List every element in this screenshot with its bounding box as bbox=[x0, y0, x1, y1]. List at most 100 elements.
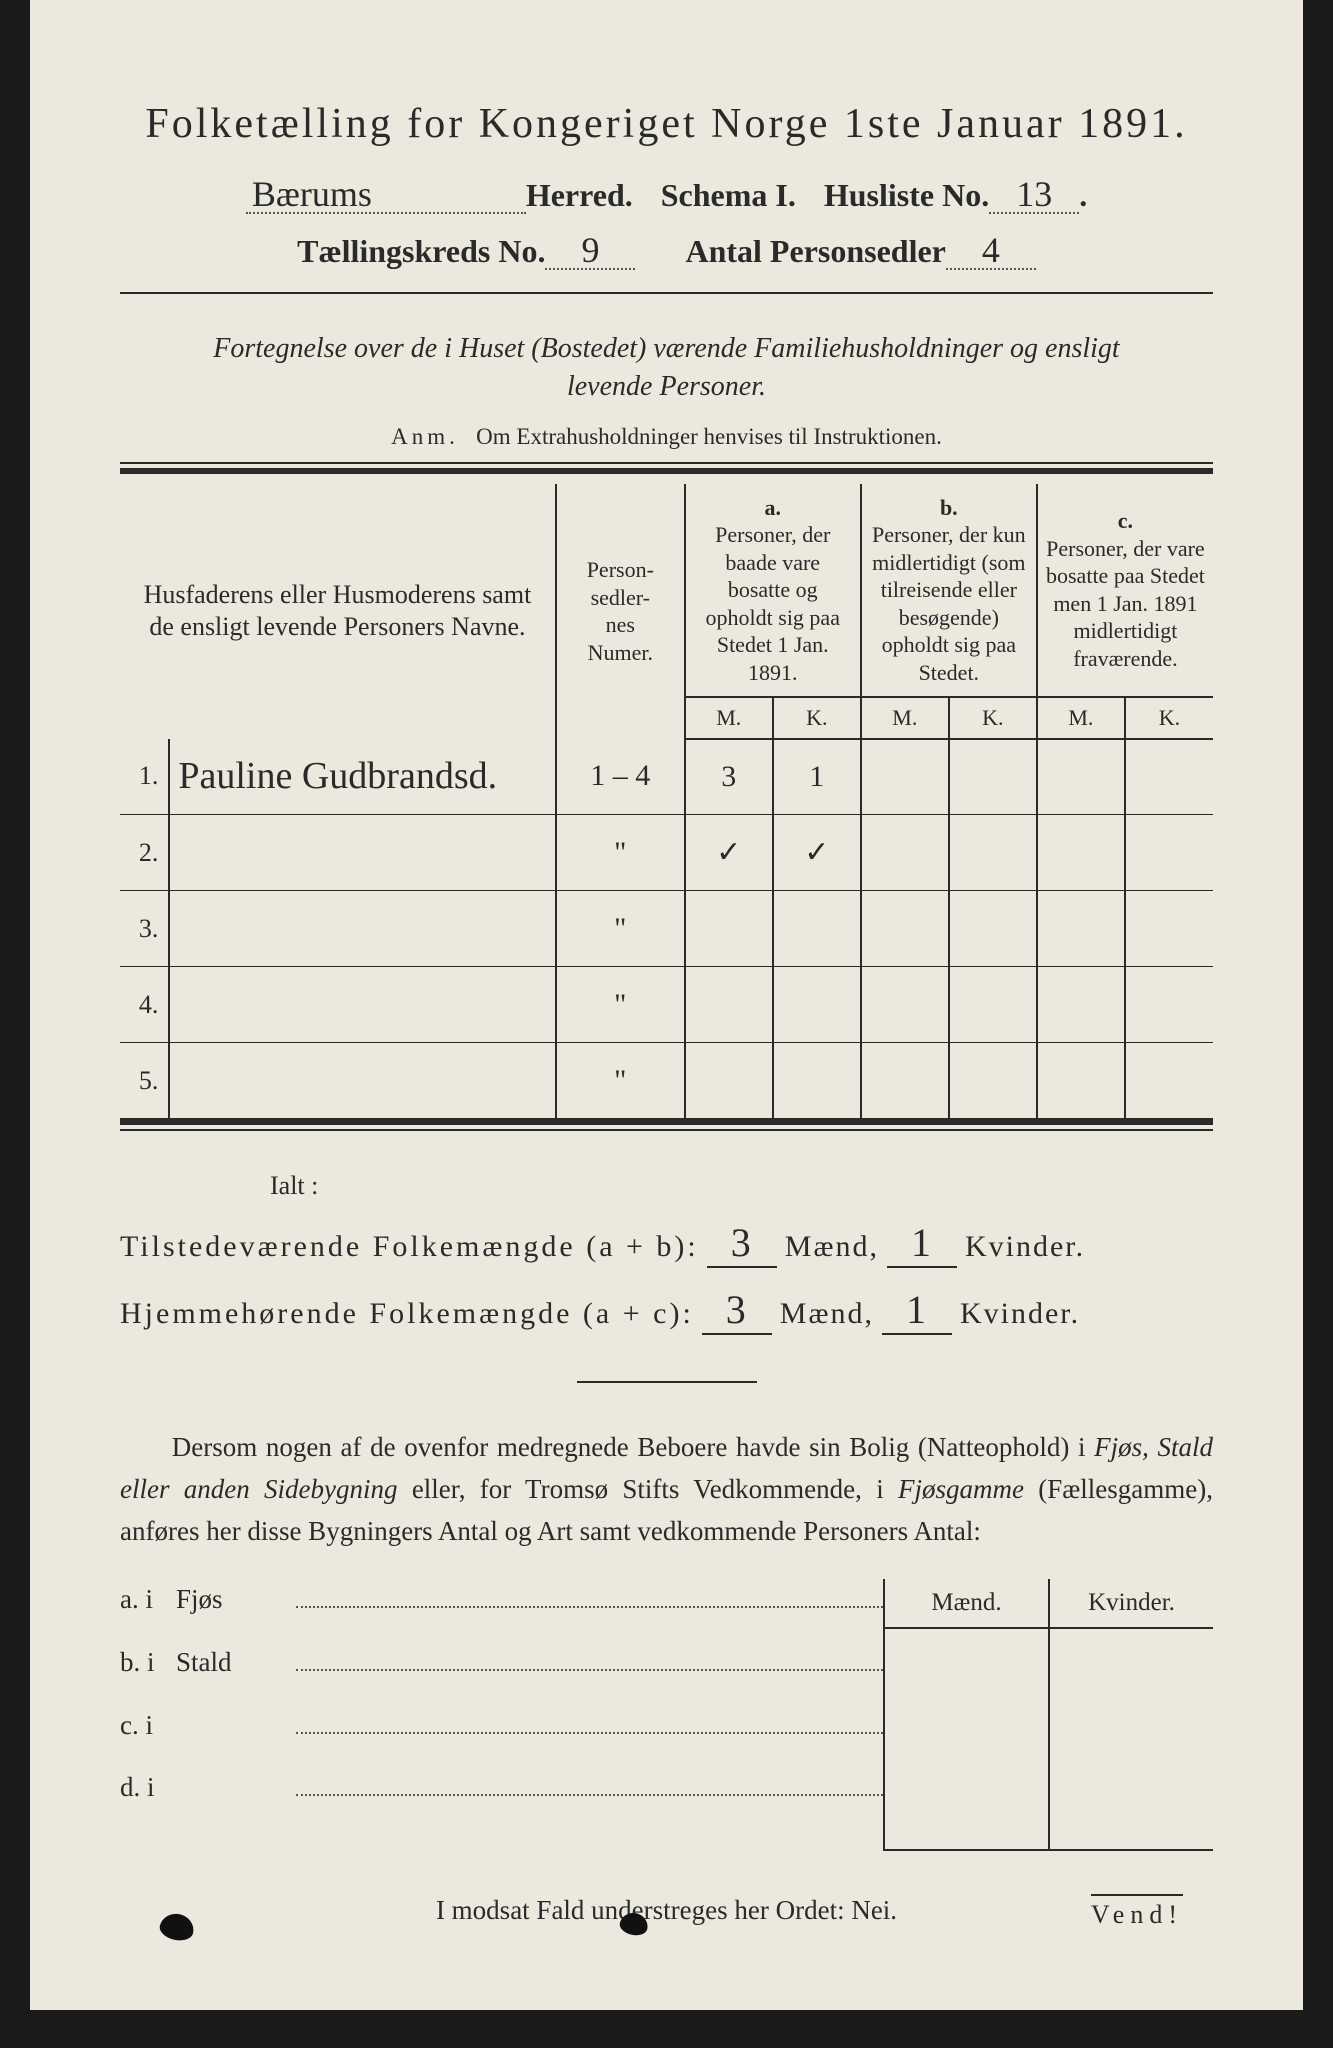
footer-text: I modsat Fald understreges her Ordet: Ne… bbox=[120, 1895, 1213, 1926]
row-b-k bbox=[949, 1043, 1037, 1119]
husliste-label: Husliste No. bbox=[824, 177, 989, 214]
dotted-fill bbox=[296, 1767, 883, 1797]
row-b-m bbox=[861, 1043, 949, 1119]
row-name bbox=[169, 815, 556, 891]
sum-resident: Hjemmehørende Folkemængde (a + c): 3 Mæn… bbox=[120, 1286, 1213, 1335]
building-paragraph: Dersom nogen af de ovenfor medregnede Be… bbox=[120, 1427, 1213, 1553]
col-b-k: K. bbox=[949, 697, 1037, 739]
header-row-3: Tællingskreds No. 9 Antal Personsedler 4 bbox=[120, 232, 1213, 270]
row-a-m: ✓ bbox=[685, 815, 773, 891]
side-header-men: Mænd. bbox=[885, 1579, 1050, 1627]
herred-label: Herred. bbox=[526, 177, 633, 214]
side-col-men bbox=[885, 1629, 1050, 1849]
side-row-key: b. i bbox=[120, 1647, 176, 1678]
row-b-k bbox=[949, 739, 1037, 815]
row-a-m: 3 bbox=[685, 739, 773, 815]
side-header-women: Kvinder. bbox=[1050, 1579, 1213, 1627]
row-b-k bbox=[949, 967, 1037, 1043]
schema-label: Schema I. bbox=[661, 177, 796, 214]
row-c-k bbox=[1125, 891, 1213, 967]
row-b-k bbox=[949, 891, 1037, 967]
col-b-m: M. bbox=[861, 697, 949, 739]
row-b-m bbox=[861, 815, 949, 891]
row-numer: " bbox=[556, 891, 685, 967]
side-row-key: d. i bbox=[120, 1772, 176, 1803]
row-a-k bbox=[773, 891, 861, 967]
table-row: 4. " bbox=[120, 967, 1213, 1043]
mk-box: Mænd. Kvinder. bbox=[883, 1579, 1213, 1851]
row-c-k bbox=[1125, 967, 1213, 1043]
row-number: 2. bbox=[120, 815, 169, 891]
table-row: 5. " bbox=[120, 1043, 1213, 1119]
row-c-k bbox=[1125, 739, 1213, 815]
intro-text: Fortegnelse over de i Huset (Bostedet) v… bbox=[120, 330, 1213, 406]
row-number: 5. bbox=[120, 1043, 169, 1119]
kreds-value: 9 bbox=[545, 232, 635, 270]
antal-label: Antal Personsedler bbox=[685, 233, 945, 270]
col-b-header: b. Personer, der kun midlertidigt (som t… bbox=[861, 484, 1037, 698]
row-numer: 1 – 4 bbox=[556, 739, 685, 815]
row-name bbox=[169, 967, 556, 1043]
row-a-m bbox=[685, 967, 773, 1043]
row-number: 4. bbox=[120, 967, 169, 1043]
census-form-page: Folketælling for Kongeriget Norge 1ste J… bbox=[30, 0, 1303, 2010]
kreds-label: Tællingskreds No. bbox=[297, 233, 545, 270]
col-a-header: a. Personer, der baade vare bosatte og o… bbox=[685, 484, 861, 698]
side-col-women bbox=[1050, 1629, 1213, 1849]
row-a-m bbox=[685, 1043, 773, 1119]
side-row-key: a. i bbox=[120, 1584, 176, 1615]
table-row: 3. " bbox=[120, 891, 1213, 967]
col-name-header: Husfaderens eller Husmoderens samt de en… bbox=[120, 484, 556, 739]
row-a-k bbox=[773, 1043, 861, 1119]
anm-note: Anm. Om Extrahusholdninger henvises til … bbox=[120, 424, 1213, 450]
dotted-fill bbox=[296, 1641, 883, 1671]
sum1-women: 1 bbox=[887, 1219, 957, 1268]
divider bbox=[120, 292, 1213, 294]
row-number: 3. bbox=[120, 891, 169, 967]
building-table: a. iFjøs b. iStald c. i d. i Mænd. Kvinder. bbox=[120, 1579, 1213, 1851]
side-row-word: Fjøs bbox=[176, 1584, 296, 1615]
row-c-m bbox=[1037, 1043, 1125, 1119]
row-a-k bbox=[773, 967, 861, 1043]
row-b-k bbox=[949, 815, 1037, 891]
row-c-m bbox=[1037, 891, 1125, 967]
husliste-value: 13 bbox=[989, 176, 1079, 214]
row-c-m bbox=[1037, 967, 1125, 1043]
sum2-women: 1 bbox=[882, 1286, 952, 1335]
table-row: 1.Pauline Gudbrandsd.1 – 431 bbox=[120, 739, 1213, 815]
vend-label: Vend! bbox=[1091, 1894, 1183, 1930]
table-row: 2."✓✓ bbox=[120, 815, 1213, 891]
row-c-m bbox=[1037, 739, 1125, 815]
row-name bbox=[169, 1043, 556, 1119]
row-number: 1. bbox=[120, 739, 169, 815]
row-b-m bbox=[861, 967, 949, 1043]
row-numer: " bbox=[556, 815, 685, 891]
row-b-m bbox=[861, 891, 949, 967]
sum1-men: 3 bbox=[707, 1219, 777, 1268]
row-numer: " bbox=[556, 1043, 685, 1119]
row-name: Pauline Gudbrandsd. bbox=[169, 739, 556, 815]
dotted-fill bbox=[296, 1704, 883, 1734]
row-c-m bbox=[1037, 815, 1125, 891]
row-c-k bbox=[1125, 815, 1213, 891]
row-a-m bbox=[685, 891, 773, 967]
side-row: d. i bbox=[120, 1767, 883, 1804]
row-c-k bbox=[1125, 1043, 1213, 1119]
row-name bbox=[169, 891, 556, 967]
household-table: Husfaderens eller Husmoderens samt de en… bbox=[120, 484, 1213, 1120]
side-row: c. i bbox=[120, 1704, 883, 1741]
col-c-k: K. bbox=[1125, 697, 1213, 739]
row-numer: " bbox=[556, 967, 685, 1043]
side-row-key: c. i bbox=[120, 1710, 176, 1741]
row-a-k: 1 bbox=[773, 739, 861, 815]
col-numer-header: Person- sedler- nes Numer. bbox=[556, 484, 685, 739]
row-b-m bbox=[861, 739, 949, 815]
dotted-fill bbox=[296, 1579, 883, 1609]
col-a-m: M. bbox=[685, 697, 773, 739]
herred-value: Bærums bbox=[246, 176, 526, 214]
side-row-word: Stald bbox=[176, 1647, 296, 1678]
sum-present: Tilstedeværende Folkemængde (a + b): 3 M… bbox=[120, 1219, 1213, 1268]
side-row: b. iStald bbox=[120, 1641, 883, 1678]
ialt-label: Ialt : bbox=[270, 1171, 1213, 1201]
col-c-m: M. bbox=[1037, 697, 1125, 739]
